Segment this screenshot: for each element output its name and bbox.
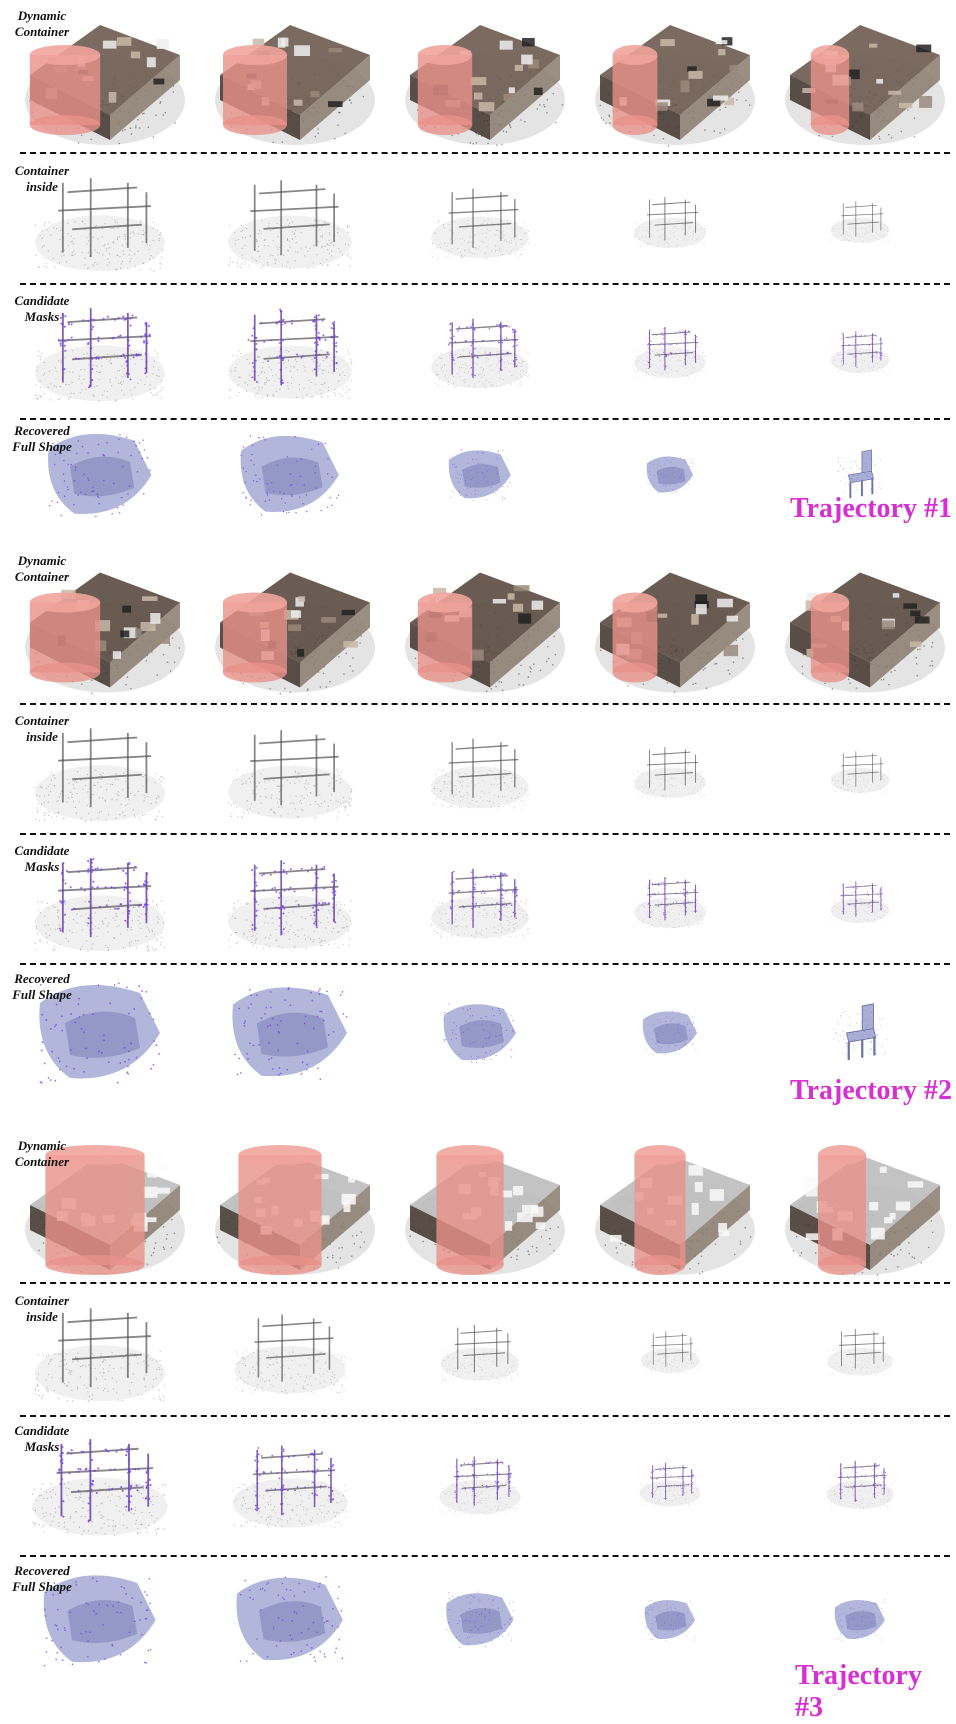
traj3-candidate_masks-view-5 [770,1415,950,1550]
dashed-separator [20,833,950,835]
row-label: Candidate Masks [6,293,78,325]
traj3-recovered_full_shape-view-3 [390,1555,570,1685]
traj2-dynamic_container-view-4 [580,545,760,700]
traj2-row-container_inside: Container inside [0,705,956,835]
traj1-container_inside-view-2 [200,155,380,285]
traj2-candidate_masks-view-5 [770,835,950,965]
traj2-container_inside-view-2 [200,705,380,835]
row-label: Container inside [6,163,78,195]
traj1-row-container_inside: Container inside [0,155,956,285]
row-label: Candidate Masks [6,1423,78,1455]
traj2-candidate_masks-view-4 [580,835,760,965]
dashed-separator [20,1282,950,1284]
traj3-container_inside-view-5 [770,1285,950,1415]
traj2-recovered_full_shape-view-4 [580,963,760,1103]
traj1-recovered_full_shape-view-3 [390,415,570,535]
traj2-candidate_masks-view-2 [200,835,380,965]
dashed-separator [20,1415,950,1417]
traj1-dynamic_container-view-2 [200,0,380,150]
traj1-row-candidate_masks: Candidate Masks [0,285,956,415]
traj2-dynamic_container-view-5 [770,545,950,700]
traj3-recovered_full_shape-view-4 [580,1555,760,1685]
row-label: Container inside [6,713,78,745]
traj1-candidate_masks-view-4 [580,285,760,415]
traj3-container_inside-view-3 [390,1285,570,1415]
traj3-dynamic_container-view-3 [390,1130,570,1280]
traj1-candidate_masks-view-2 [200,285,380,415]
traj3-container_inside-view-4 [580,1285,760,1415]
traj2-candidate_masks-view-3 [390,835,570,965]
traj1-dynamic_container-view-4 [580,0,760,150]
traj2-recovered_full_shape-view-3 [390,963,570,1103]
traj2-row-dynamic_container: Dynamic Container [0,545,956,700]
traj1-candidate_masks-view-5 [770,285,950,415]
traj3-container_inside-view-2 [200,1285,380,1415]
traj1-recovered_full_shape-view-2 [200,415,380,535]
traj3-candidate_masks-view-2 [200,1415,380,1550]
traj3-candidate_masks-view-4 [580,1415,760,1550]
trajectory-label: Trajectory #2 [790,1075,952,1107]
traj2-row-candidate_masks: Candidate Masks [0,835,956,965]
traj3-row-candidate_masks: Candidate Masks [0,1415,956,1550]
dashed-separator [20,703,950,705]
traj2-dynamic_container-view-3 [390,545,570,700]
traj3-row-container_inside: Container inside [0,1285,956,1415]
traj3-recovered_full_shape-view-2 [200,1555,380,1685]
traj1-row-dynamic_container: Dynamic Container [0,0,956,150]
traj1-dynamic_container-view-3 [390,0,570,150]
traj1-recovered_full_shape-view-4 [580,415,760,535]
traj2-container_inside-view-4 [580,705,760,835]
traj2-recovered_full_shape-view-2 [200,963,380,1103]
trajectory-label: Trajectory #1 [790,493,952,525]
dashed-separator [20,283,950,285]
row-label: Dynamic Container [6,8,78,40]
traj3-dynamic_container-view-4 [580,1130,760,1280]
traj2-container_inside-view-3 [390,705,570,835]
row-label: Recovered Full Shape [6,423,78,455]
traj1-container_inside-view-3 [390,155,570,285]
traj3-row-dynamic_container: Dynamic Container [0,1130,956,1280]
dashed-separator [20,1555,950,1557]
traj2-dynamic_container-view-2 [200,545,380,700]
dashed-separator [20,418,950,420]
dashed-separator [20,152,950,154]
row-label: Dynamic Container [6,553,78,585]
traj1-candidate_masks-view-3 [390,285,570,415]
traj1-container_inside-view-4 [580,155,760,285]
traj1-container_inside-view-5 [770,155,950,285]
row-label: Container inside [6,1293,78,1325]
traj2-container_inside-view-5 [770,705,950,835]
row-label: Recovered Full Shape [6,971,78,1003]
trajectory-label: Trajectory #3 [795,1660,956,1724]
traj3-dynamic_container-view-2 [200,1130,380,1280]
traj1-dynamic_container-view-5 [770,0,950,150]
row-label: Dynamic Container [6,1138,78,1170]
traj3-dynamic_container-view-5 [770,1130,950,1280]
traj3-candidate_masks-view-3 [390,1415,570,1550]
row-label: Candidate Masks [6,843,78,875]
dashed-separator [20,963,950,965]
row-label: Recovered Full Shape [6,1563,78,1595]
